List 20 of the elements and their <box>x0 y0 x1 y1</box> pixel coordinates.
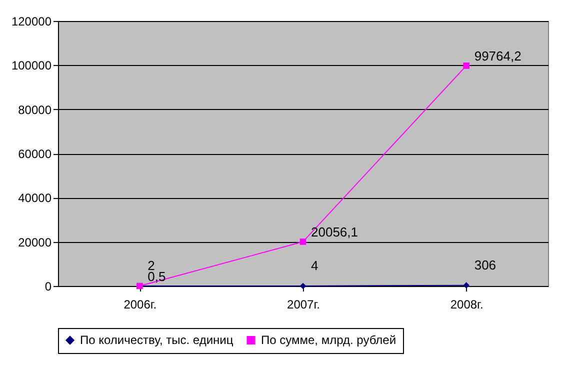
x-tick-label: 2007г. <box>287 298 320 312</box>
data-label: 4 <box>311 258 318 273</box>
y-tick-label: 0 <box>44 280 52 294</box>
data-label: 306 <box>474 257 496 272</box>
legend-label: По количеству, тыс. единиц <box>80 333 234 348</box>
y-tick-label: 20000 <box>18 235 52 250</box>
point <box>300 282 306 290</box>
data-label: 99764,2 <box>474 48 522 64</box>
y-tick-label: 80000 <box>18 102 52 117</box>
x-tick-label: 2006г. <box>124 298 157 312</box>
point <box>300 238 306 245</box>
y-tick-label: 60000 <box>18 147 52 161</box>
point <box>463 282 470 288</box>
y-tick-label: 100000 <box>11 58 52 73</box>
legend-label: По сумме, млрд. рублей <box>261 333 396 348</box>
y-tick-label: 120000 <box>11 14 52 28</box>
y-tick-label: 40000 <box>18 191 52 206</box>
data-label: 20056,1 <box>311 224 358 240</box>
x-tick-label: 2008г. <box>450 298 484 312</box>
point <box>463 62 470 69</box>
